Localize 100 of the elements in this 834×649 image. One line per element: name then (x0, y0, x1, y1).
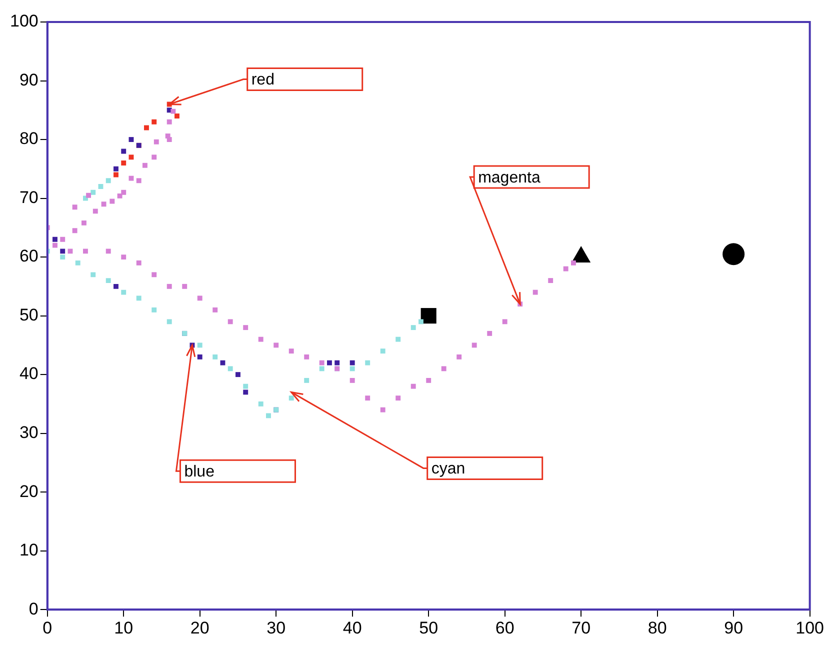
point (334, 360, 340, 366)
point (98, 184, 104, 190)
point (548, 278, 554, 284)
x-tick-label: 80 (648, 618, 667, 638)
point (380, 407, 386, 412)
point (487, 330, 492, 336)
point (128, 176, 134, 181)
point (220, 360, 226, 366)
point (121, 148, 126, 154)
point (258, 336, 264, 342)
x-tick-label: 30 (266, 618, 286, 638)
point (52, 236, 58, 242)
point (52, 242, 58, 248)
point (166, 284, 172, 289)
point (212, 307, 218, 312)
point (121, 290, 126, 295)
y-tick-label: 0 (28, 599, 38, 618)
point (212, 354, 218, 360)
annotation: magenta (478, 169, 540, 186)
point (236, 372, 240, 378)
point (258, 401, 264, 406)
point (532, 290, 538, 295)
point (456, 354, 462, 360)
point (154, 139, 159, 144)
point (106, 278, 111, 284)
point (72, 228, 78, 234)
point (410, 325, 416, 330)
x-tick-label: 50 (419, 618, 438, 638)
y-tick-label: 80 (19, 129, 38, 148)
x-tick-label: 0 (42, 618, 52, 638)
point (83, 248, 88, 254)
point (326, 360, 332, 366)
point (197, 296, 202, 301)
point (60, 236, 66, 242)
point (288, 396, 294, 401)
y-tick-label: 70 (19, 188, 38, 207)
point (90, 272, 96, 278)
point (170, 108, 176, 114)
point (570, 260, 576, 266)
point (114, 284, 118, 289)
point (152, 119, 157, 124)
annotation: blue (184, 464, 215, 481)
y-tick-label: 50 (19, 305, 38, 324)
point (106, 248, 111, 254)
point (106, 178, 111, 184)
point (380, 348, 386, 354)
x-tick-label: 40 (342, 618, 362, 638)
point (288, 348, 294, 354)
point (182, 284, 188, 289)
point (319, 360, 324, 366)
point (418, 319, 424, 324)
y-tick-label: 40 (19, 364, 38, 384)
y-tick-label: 100 (10, 12, 38, 31)
point (243, 384, 248, 389)
y-tick-label: 90 (19, 70, 38, 90)
point (152, 307, 157, 312)
point (60, 248, 66, 254)
x-tick-label: 20 (190, 618, 210, 638)
x-tick-label: 10 (114, 618, 134, 638)
point (136, 178, 142, 184)
y-tick-label: 30 (19, 423, 38, 442)
point (128, 137, 134, 142)
point (121, 160, 126, 166)
point (166, 119, 172, 124)
point (441, 366, 446, 372)
point (472, 342, 477, 348)
x-tick-label: 70 (572, 618, 591, 638)
point (350, 366, 355, 372)
point (114, 166, 118, 172)
point (142, 162, 148, 168)
point (114, 172, 118, 178)
point (121, 254, 126, 260)
point (166, 319, 172, 324)
point (563, 266, 568, 272)
point (152, 272, 157, 278)
point (396, 336, 401, 342)
point (117, 193, 122, 198)
point (174, 114, 180, 118)
point (136, 260, 142, 266)
point (197, 354, 202, 360)
point (128, 154, 134, 160)
point (243, 390, 248, 395)
y-tick-label: 60 (19, 246, 38, 266)
x-tick-label: 90 (724, 618, 744, 638)
point (243, 325, 248, 330)
point (197, 342, 202, 348)
point (165, 134, 170, 138)
point (228, 366, 233, 372)
point (101, 202, 106, 207)
point (274, 342, 279, 348)
point (365, 396, 370, 401)
point (396, 396, 401, 401)
point (68, 248, 73, 254)
point (420, 308, 436, 324)
point (722, 243, 745, 266)
point (365, 360, 370, 366)
point (136, 296, 142, 301)
point (81, 220, 86, 226)
point (502, 319, 508, 324)
x-tick-label: 60 (495, 618, 514, 638)
